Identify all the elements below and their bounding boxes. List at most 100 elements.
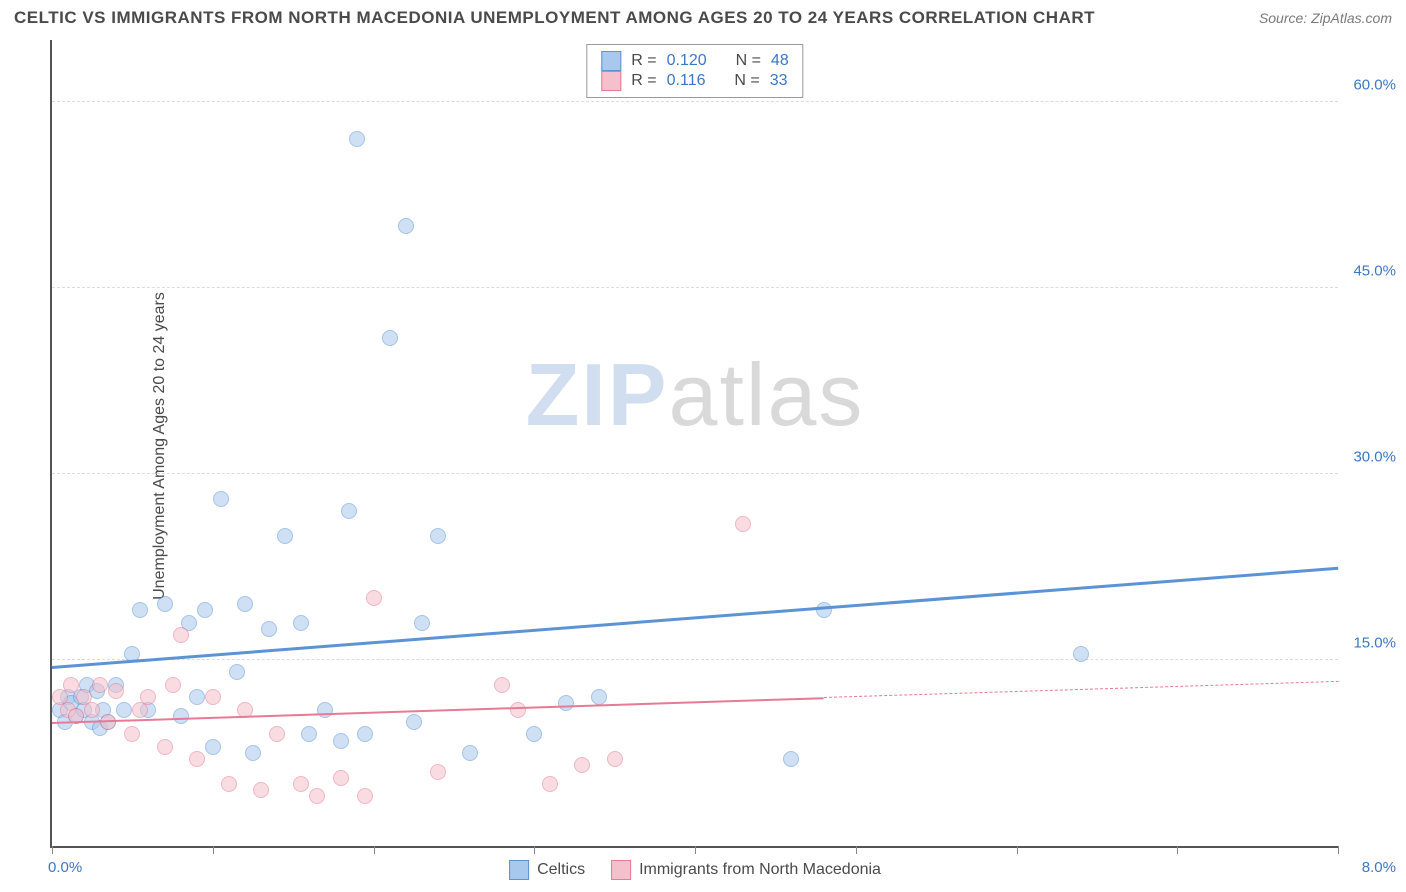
data-point [607, 751, 623, 767]
legend-item: Celtics [509, 860, 585, 880]
data-point [301, 726, 317, 742]
data-point [357, 726, 373, 742]
trend-line [52, 697, 824, 724]
x-tick [856, 846, 857, 854]
x-tick [374, 846, 375, 854]
r-label: R = [631, 72, 656, 90]
data-point [735, 516, 751, 532]
data-point [366, 590, 382, 606]
x-tick [534, 846, 535, 854]
x-tick [1017, 846, 1018, 854]
data-point [414, 615, 430, 631]
stats-row: R = 0.120 N = 48 [601, 51, 788, 71]
data-point [293, 615, 309, 631]
stats-legend: R = 0.120 N = 48 R = 0.116 N = 33 [586, 44, 803, 98]
swatch-icon [601, 71, 621, 91]
data-point [816, 602, 832, 618]
n-label: N = [736, 52, 761, 70]
trend-line [52, 567, 1338, 669]
legend-label: Immigrants from North Macedonia [639, 861, 881, 879]
r-label: R = [631, 52, 656, 70]
source-label: Source: ZipAtlas.com [1259, 10, 1392, 26]
data-point [591, 689, 607, 705]
legend-label: Celtics [537, 861, 585, 879]
watermark-zip: ZIP [526, 345, 669, 444]
x-max-label: 8.0% [1362, 859, 1396, 876]
data-point [189, 751, 205, 767]
swatch-icon [601, 51, 621, 71]
n-label: N = [734, 72, 759, 90]
y-tick-label: 60.0% [1353, 77, 1396, 94]
data-point [309, 788, 325, 804]
data-point [526, 726, 542, 742]
data-point [205, 689, 221, 705]
swatch-icon [509, 860, 529, 880]
data-point [1073, 646, 1089, 662]
data-point [333, 733, 349, 749]
data-point [293, 776, 309, 792]
x-tick [695, 846, 696, 854]
data-point [462, 745, 478, 761]
gridline [52, 659, 1338, 660]
data-point [398, 218, 414, 234]
y-tick-label: 30.0% [1353, 449, 1396, 466]
data-point [84, 702, 100, 718]
series-legend: Celtics Immigrants from North Macedonia [509, 860, 881, 880]
data-point [173, 627, 189, 643]
data-point [430, 528, 446, 544]
gridline [52, 473, 1338, 474]
data-point [261, 621, 277, 637]
data-point [558, 695, 574, 711]
data-point [341, 503, 357, 519]
data-point [229, 664, 245, 680]
data-point [221, 776, 237, 792]
data-point [116, 702, 132, 718]
data-point [349, 131, 365, 147]
data-point [157, 596, 173, 612]
data-point [108, 683, 124, 699]
data-point [189, 689, 205, 705]
data-point [140, 689, 156, 705]
n-value: 48 [771, 52, 789, 70]
y-tick-label: 45.0% [1353, 263, 1396, 280]
data-point [382, 330, 398, 346]
gridline [52, 287, 1338, 288]
x-tick [52, 846, 53, 854]
data-point [132, 602, 148, 618]
data-point [277, 528, 293, 544]
r-value: 0.120 [667, 52, 707, 70]
chart-container: CELTIC VS IMMIGRANTS FROM NORTH MACEDONI… [0, 0, 1406, 892]
data-point [237, 596, 253, 612]
trend-line [824, 681, 1338, 698]
data-point [124, 726, 140, 742]
data-point [494, 677, 510, 693]
x-tick [213, 846, 214, 854]
x-tick [1177, 846, 1178, 854]
data-point [357, 788, 373, 804]
data-point [213, 491, 229, 507]
watermark: ZIPatlas [526, 344, 865, 446]
data-point [783, 751, 799, 767]
legend-item: Immigrants from North Macedonia [611, 860, 881, 880]
x-min-label: 0.0% [48, 859, 82, 876]
data-point [430, 764, 446, 780]
data-point [197, 602, 213, 618]
data-point [333, 770, 349, 786]
chart-title: CELTIC VS IMMIGRANTS FROM NORTH MACEDONI… [14, 8, 1095, 28]
data-point [205, 739, 221, 755]
data-point [510, 702, 526, 718]
data-point [406, 714, 422, 730]
y-tick-label: 15.0% [1353, 635, 1396, 652]
data-point [165, 677, 181, 693]
data-point [173, 708, 189, 724]
data-point [245, 745, 261, 761]
data-point [157, 739, 173, 755]
r-value: 0.116 [667, 72, 706, 90]
swatch-icon [611, 860, 631, 880]
x-tick [1338, 846, 1339, 854]
data-point [269, 726, 285, 742]
data-point [253, 782, 269, 798]
data-point [63, 677, 79, 693]
watermark-atlas: atlas [669, 345, 865, 444]
data-point [92, 677, 108, 693]
